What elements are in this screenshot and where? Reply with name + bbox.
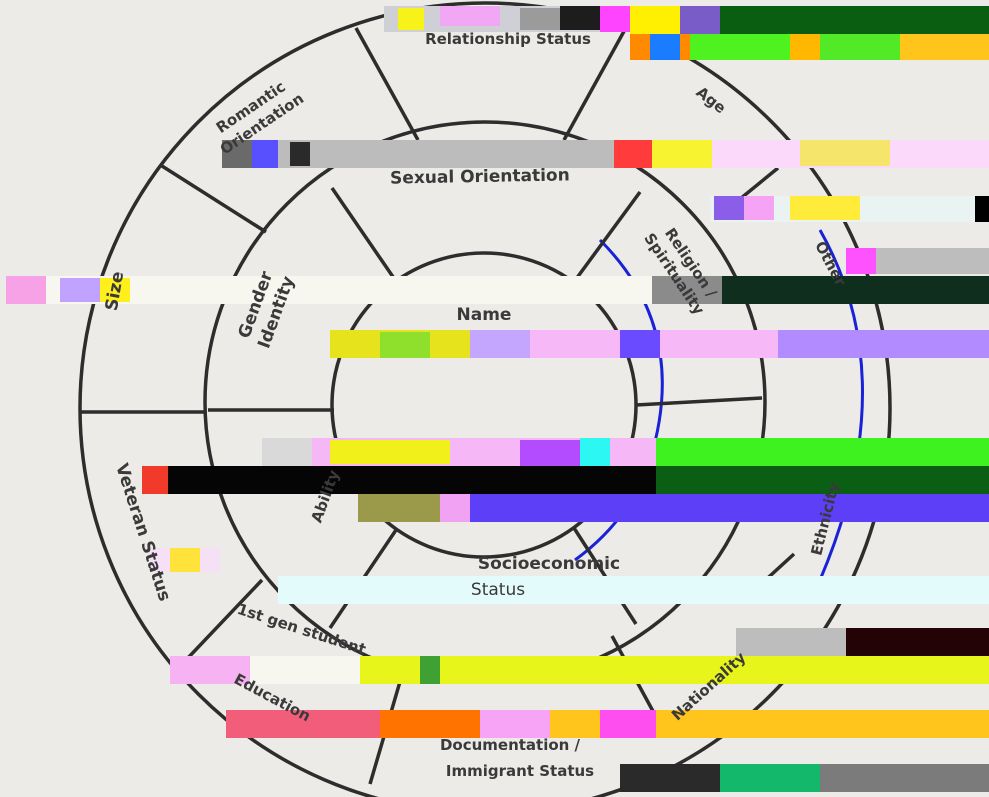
- spoke: [562, 23, 630, 141]
- pen-annotation-arc-outer: [818, 229, 864, 581]
- status-label: Status: [471, 580, 525, 600]
- documentation-label-line2: Immigrant Status: [446, 762, 594, 780]
- spoke: [354, 27, 420, 141]
- spoke: [566, 190, 642, 292]
- spoke: [184, 578, 264, 662]
- center-label: Name: [457, 305, 512, 325]
- relationship-status-label: Relationship Status: [425, 30, 591, 48]
- spoke: [635, 396, 763, 407]
- socioeconomic-label: Socioeconomic: [478, 554, 620, 574]
- outer-ring: [78, 1, 892, 797]
- documentation-label-line1: Documentation /: [440, 736, 581, 754]
- spoke: [330, 187, 404, 291]
- spoke: [161, 164, 267, 234]
- corrupted-scanline-bands: [6, 6, 989, 792]
- sexual-orientation-label: Sexual Orientation: [390, 165, 570, 188]
